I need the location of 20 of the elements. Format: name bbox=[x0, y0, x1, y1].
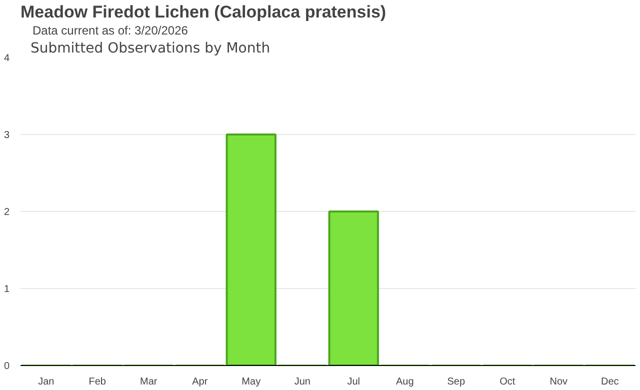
x-tick-label: Jul bbox=[347, 376, 360, 388]
x-tick-label: Apr bbox=[192, 376, 208, 388]
x-tick-label: Dec bbox=[600, 376, 619, 388]
x-tick-label: Feb bbox=[88, 376, 106, 388]
text: Submitted Observations by Month bbox=[30, 40, 270, 56]
x-tick-label: Nov bbox=[550, 376, 568, 388]
x-tick-label: Aug bbox=[396, 376, 414, 388]
x-tick-label: Oct bbox=[500, 376, 516, 388]
chart-subtitle: Data current as of: 3/20/2026 bbox=[32, 24, 188, 38]
y-tick-label: 1 bbox=[4, 284, 10, 295]
y-tick-label: 2 bbox=[4, 207, 10, 218]
x-tick-label: Jan bbox=[38, 376, 54, 388]
x-tick-label: Sep bbox=[447, 376, 466, 388]
x-tick-label: Jun bbox=[294, 376, 310, 388]
y-tick-label: 3 bbox=[4, 130, 10, 141]
y-tick-label: 4 bbox=[4, 53, 10, 64]
chart-title: Meadow Firedot Lichen (Caloplaca pratensis) bbox=[20, 2, 386, 22]
y-tick-label: 0 bbox=[4, 361, 10, 372]
x-tick-label: Mar bbox=[140, 376, 158, 388]
x-tick-label: May bbox=[242, 376, 261, 388]
